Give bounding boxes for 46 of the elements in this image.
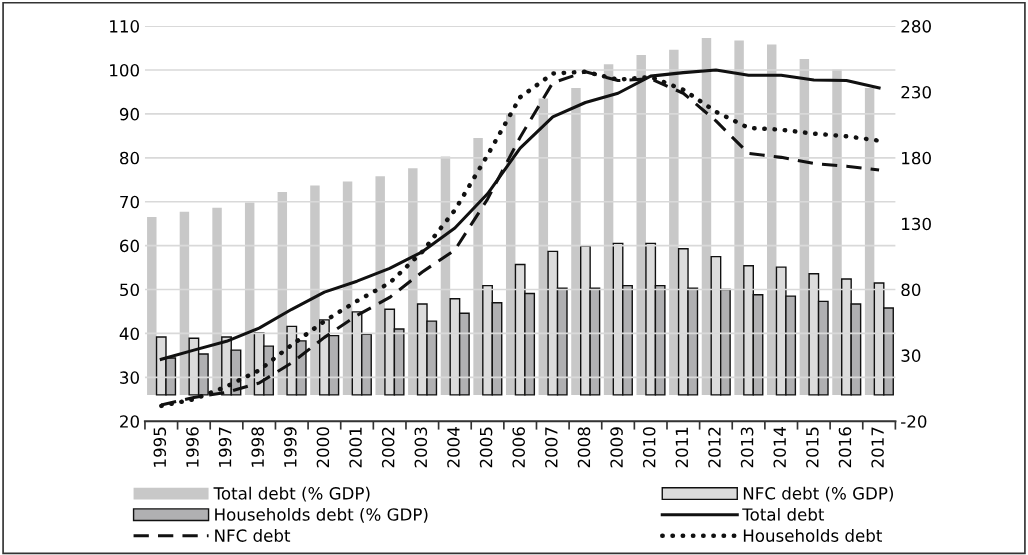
legend-label: NFC debt xyxy=(215,529,291,542)
y-tick-label: 100 xyxy=(110,63,139,77)
x-tick-label: 2004 xyxy=(447,427,460,468)
x-tick-label: 1995 xyxy=(153,427,167,467)
y2-tick-label: 280 xyxy=(901,20,931,33)
legend-label: Total debt (% GDP) xyxy=(213,486,370,502)
x-tick-label: 1999 xyxy=(284,427,297,467)
y2-tick-label: -20 xyxy=(901,415,927,428)
x-tick-label: 2007 xyxy=(545,427,558,468)
x-tick-label: 1996 xyxy=(186,427,199,467)
y-tick-label: 70 xyxy=(120,195,139,209)
x-tick-label: 2014 xyxy=(773,427,787,468)
legend-label: Households debt (% GDP) xyxy=(215,507,428,523)
y-tick-label: 60 xyxy=(120,239,139,253)
y2-tick-label: 230 xyxy=(901,85,931,99)
x-tick-label: 2005 xyxy=(479,427,493,468)
y-tick-label: 30 xyxy=(120,371,139,384)
y-tick-label: 90 xyxy=(119,107,139,121)
x-tick-label: 2001 xyxy=(349,427,362,468)
x-tick-label: 2015 xyxy=(806,427,819,468)
x-tick-label: 2016 xyxy=(838,427,852,468)
y-tick-label: 20 xyxy=(120,415,139,428)
y2-tick-label: 80 xyxy=(901,283,921,297)
y2-tick-label: 180 xyxy=(902,151,931,165)
x-tick-label: 1997 xyxy=(218,427,232,467)
x-tick-label: 2000 xyxy=(316,427,330,468)
x-tick-label: 2013 xyxy=(740,427,754,468)
x-tick-label: 2008 xyxy=(577,427,591,468)
x-tick-label: 1998 xyxy=(251,427,264,467)
y-tick-label: 80 xyxy=(120,151,139,165)
x-tick-label: 2017 xyxy=(871,427,884,468)
x-tick-label: 2006 xyxy=(512,427,525,468)
legend-label: Households debt xyxy=(743,529,882,542)
y2-tick-label: 130 xyxy=(902,217,931,231)
legend-label: NFC debt (% GDP) xyxy=(743,486,893,502)
x-tick-label: 2012 xyxy=(708,427,721,468)
legend-label: Total debt xyxy=(742,507,825,521)
x-tick-label: 2011 xyxy=(675,427,689,468)
x-tick-label: 2003 xyxy=(414,427,428,468)
y2-tick-label: 30 xyxy=(901,349,921,362)
x-tick-label: 2002 xyxy=(381,427,395,468)
x-tick-label: 2010 xyxy=(642,427,656,468)
x-tick-label: 2009 xyxy=(610,427,623,468)
y-tick-label: 40 xyxy=(119,327,139,340)
y-tick-label: 50 xyxy=(120,283,139,297)
y-tick-label: 110 xyxy=(110,20,139,33)
